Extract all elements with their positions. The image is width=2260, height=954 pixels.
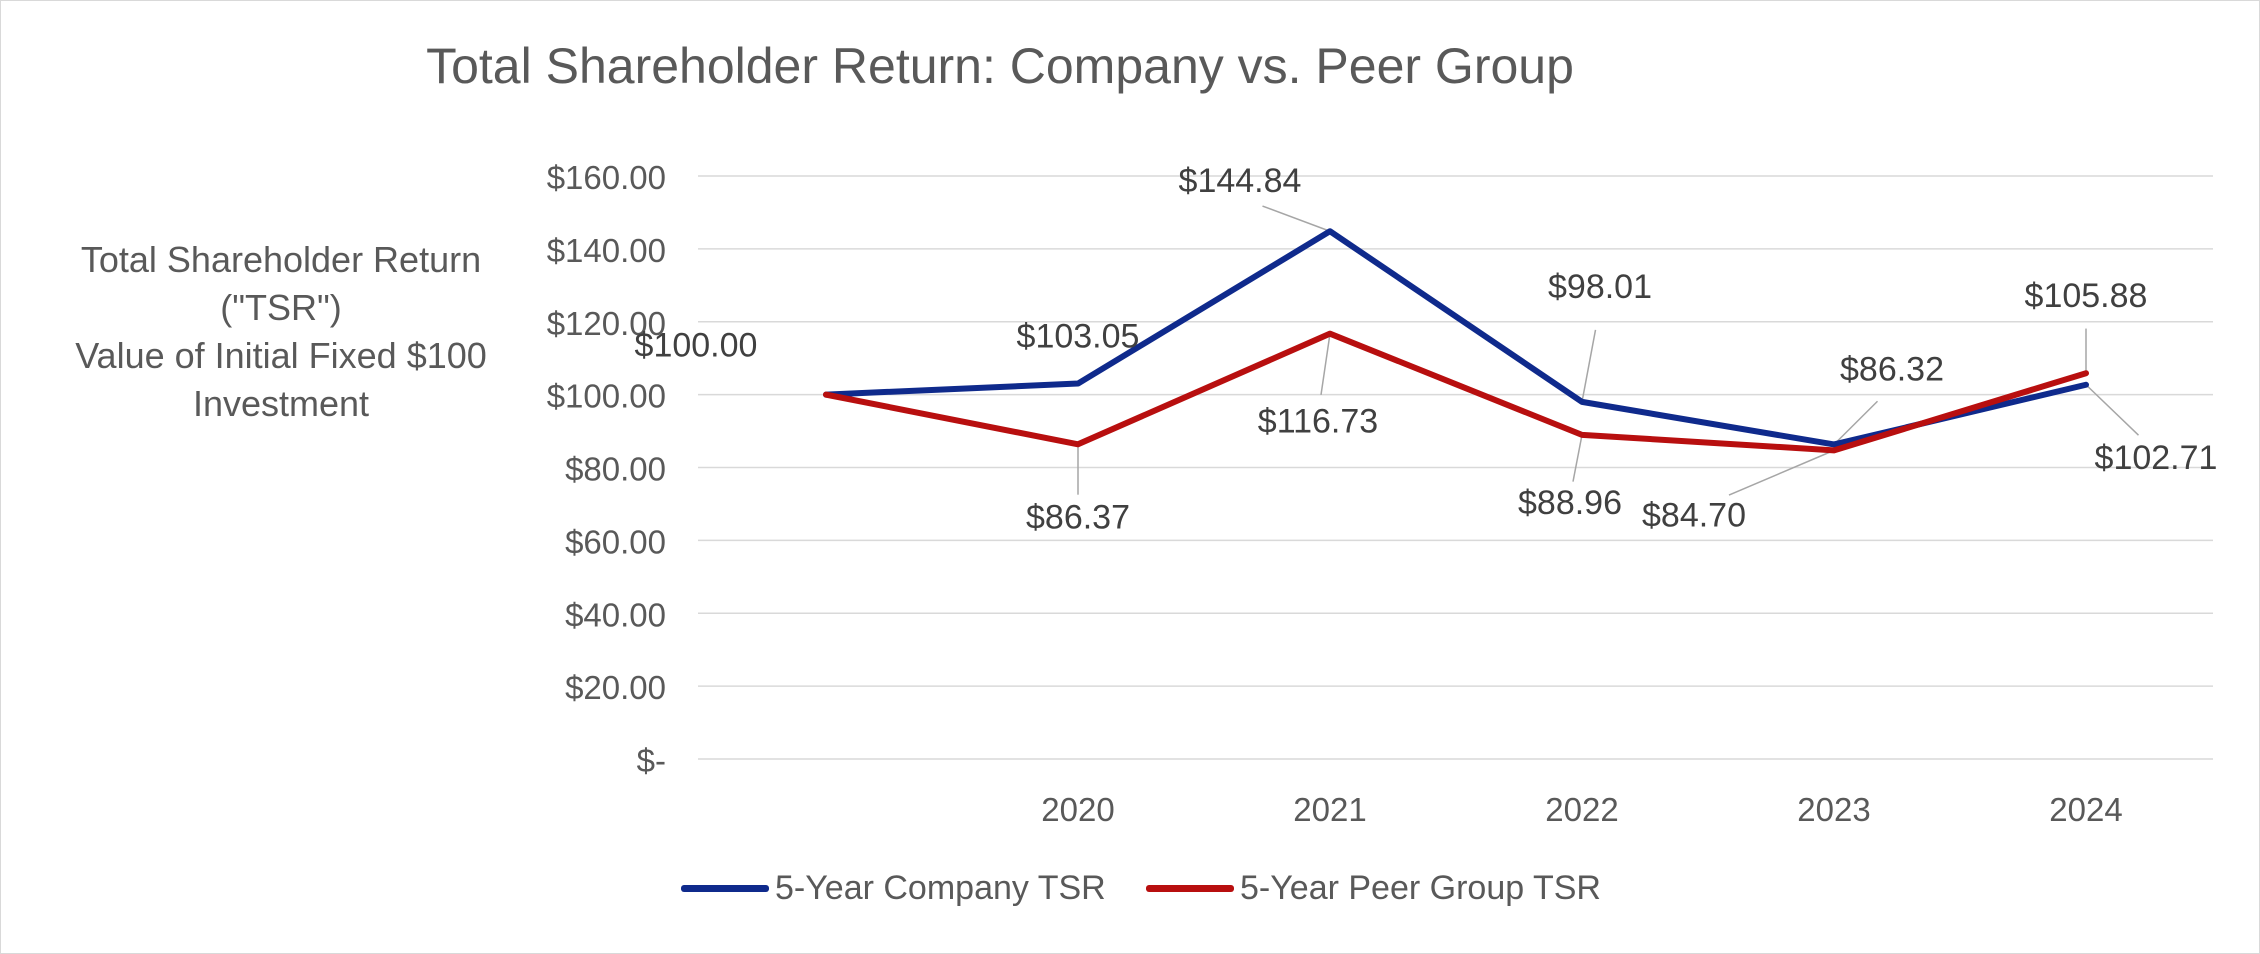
- y-tick-label: $140.00: [547, 232, 666, 269]
- legend-swatch-company: [681, 885, 769, 892]
- y-tick-label: $40.00: [565, 596, 666, 633]
- y-tick-label: $100.00: [547, 378, 666, 415]
- legend-label-company: 5-Year Company TSR: [775, 869, 1106, 907]
- leader-line: [2085, 384, 2140, 436]
- y-axis-label-line: Investment: [192, 383, 370, 424]
- legend-item-peer: 5-Year Peer Group TSR: [1146, 869, 1601, 908]
- data-label: $116.73: [1258, 403, 1378, 441]
- data-label: $88.96: [1518, 484, 1622, 522]
- series-line-peer: [823, 330, 2089, 454]
- chart-title: Total Shareholder Return: Company vs. Pe…: [426, 38, 1574, 94]
- leader-line: [1320, 333, 1331, 395]
- y-axis-label: Total Shareholder Return ("TSR") Value o…: [21, 236, 541, 428]
- x-tick-label: 2023: [1797, 791, 1870, 828]
- y-tick-label: $80.00: [565, 451, 666, 488]
- x-tick-label: 2024: [2049, 791, 2122, 828]
- x-tick-label: 2022: [1545, 791, 1618, 828]
- data-label: $98.01: [1548, 268, 1652, 306]
- data-label: $86.37: [1026, 498, 1130, 536]
- data-label: $84.70: [1642, 496, 1746, 534]
- legend: 5-Year Company TSR 5-Year Peer Group TSR: [1, 869, 2259, 919]
- y-axis-label-line: Value of Initial Fixed $100: [75, 335, 487, 376]
- y-tick-label: $20.00: [565, 669, 666, 706]
- series-line-company: [823, 228, 2089, 448]
- leader-line: [1833, 400, 1879, 446]
- y-axis-label-line: Total Shareholder Return: [80, 239, 482, 280]
- data-label: $102.71: [2095, 439, 2218, 477]
- y-axis-label-line: ("TSR"): [220, 287, 342, 328]
- leader-line: [1728, 449, 1835, 496]
- y-tick-label: $120.00: [547, 305, 666, 342]
- legend-label-peer: 5-Year Peer Group TSR: [1240, 869, 1601, 907]
- legend-item-company: 5-Year Company TSR: [681, 869, 1106, 908]
- data-label: $144.84: [1179, 162, 1302, 200]
- data-label: $86.32: [1840, 350, 1944, 388]
- y-tick-label: $160.00: [547, 159, 666, 196]
- x-tick-label: 2021: [1293, 791, 1366, 828]
- data-label: $105.88: [2025, 277, 2148, 315]
- leader-line: [1572, 434, 1583, 482]
- data-label: $100.00: [635, 327, 758, 365]
- data-label: $103.05: [1017, 318, 1140, 356]
- legend-swatch-peer: [1146, 885, 1234, 892]
- y-tick-label: $60.00: [565, 523, 666, 560]
- leader-line: [1262, 205, 1331, 232]
- leader-line: [1581, 329, 1597, 403]
- y-tick-label: $-: [637, 742, 666, 779]
- x-tick-label: 2020: [1041, 791, 1114, 828]
